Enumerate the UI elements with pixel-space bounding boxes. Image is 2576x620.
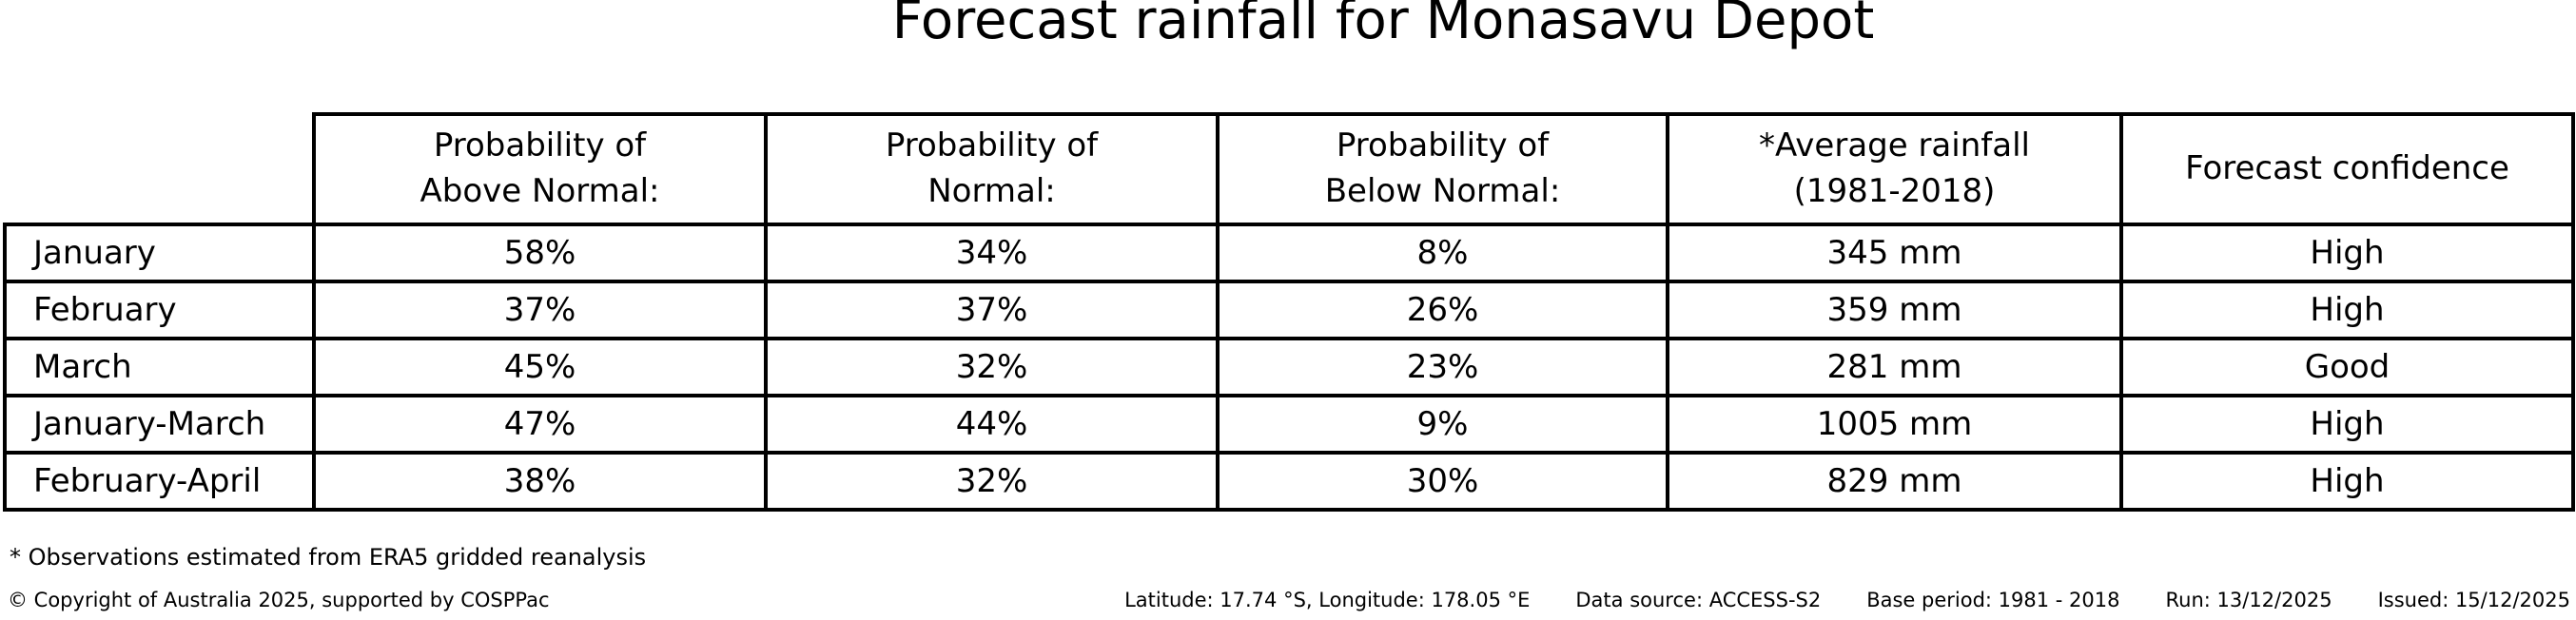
column-header-below-normal: Probability of Below Normal: <box>1216 112 1669 226</box>
table-cell: 32% <box>764 451 1220 512</box>
table-cell: 32% <box>764 337 1220 397</box>
table-cell: 34% <box>764 223 1220 283</box>
copyright-text: © Copyright of Australia 2025, supported… <box>8 589 550 611</box>
header-corner-blank <box>5 114 314 224</box>
table-cell: 8% <box>1216 223 1669 283</box>
table-cell: 44% <box>764 394 1220 455</box>
column-header-above-normal: Probability of Above Normal: <box>312 112 768 226</box>
table-row: January 58% 34% 8% 345 mm High <box>3 223 2575 283</box>
table-cell: 359 mm <box>1666 280 2123 340</box>
table-cell: 47% <box>312 394 768 455</box>
forecast-table: Probability of Above Normal: Probability… <box>3 112 2575 512</box>
row-label: January-March <box>3 394 316 455</box>
row-label: February <box>3 280 316 340</box>
footer-data-source: Data source: ACCESS-S2 <box>1575 589 1822 611</box>
table-cell: 1005 mm <box>1666 394 2123 455</box>
column-header-normal: Probability of Normal: <box>764 112 1220 226</box>
footer-base-period: Base period: 1981 - 2018 <box>1866 589 2120 611</box>
table-row: January-March 47% 44% 9% 1005 mm High <box>3 394 2575 455</box>
footer-run-date: Run: 13/12/2025 <box>2165 589 2332 611</box>
table-cell: 45% <box>312 337 768 397</box>
footer-issued-date: Issued: 15/12/2025 <box>2377 589 2570 611</box>
table-cell: 829 mm <box>1666 451 2123 512</box>
header-row: Probability of Above Normal: Probability… <box>5 112 2575 226</box>
footer-bar: © Copyright of Australia 2025, supported… <box>8 589 2570 611</box>
row-label: March <box>3 337 316 397</box>
table-cell: Good <box>2119 337 2575 397</box>
page-title: Forecast rainfall for Monasavu Depot <box>891 0 1875 51</box>
table-row: February 37% 37% 26% 359 mm High <box>3 280 2575 340</box>
column-header-forecast-confidence: Forecast confidence <box>2119 112 2575 226</box>
table-cell: 281 mm <box>1666 337 2123 397</box>
table-cell: High <box>2119 394 2575 455</box>
row-label: February-April <box>3 451 316 512</box>
footnote-observations: * Observations estimated from ERA5 gridd… <box>10 544 647 571</box>
table-row: February-April 38% 32% 30% 829 mm High <box>3 451 2575 512</box>
table-cell: High <box>2119 280 2575 340</box>
table-cell: 30% <box>1216 451 1669 512</box>
table-cell: 37% <box>764 280 1220 340</box>
table-cell: 38% <box>312 451 768 512</box>
column-header-average-rainfall: *Average rainfall (1981-2018) <box>1666 112 2123 226</box>
table-cell: 26% <box>1216 280 1669 340</box>
table-cell: High <box>2119 451 2575 512</box>
table-cell: 37% <box>312 280 768 340</box>
table-cell: 23% <box>1216 337 1669 397</box>
table-cell: 9% <box>1216 394 1669 455</box>
footer-location: Latitude: 17.74 °S, Longitude: 178.05 °E <box>1124 589 1531 611</box>
table-row: March 45% 32% 23% 281 mm Good <box>3 337 2575 397</box>
table-cell: 58% <box>312 223 768 283</box>
row-label: January <box>3 223 316 283</box>
table-cell: High <box>2119 223 2575 283</box>
table-cell: 345 mm <box>1666 223 2123 283</box>
